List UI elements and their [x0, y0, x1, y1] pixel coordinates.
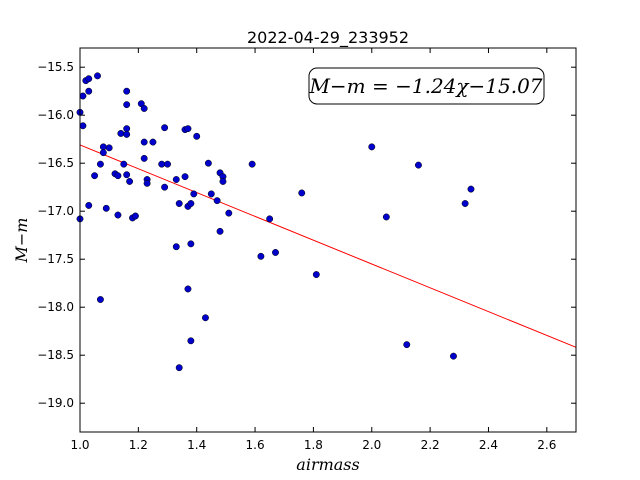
data-point [450, 352, 457, 360]
data-point [96, 160, 104, 168]
data-point [126, 177, 134, 185]
x-tick-label: 1.8 [304, 438, 323, 452]
x-tick-label: 2.2 [421, 438, 440, 452]
data-point [117, 129, 125, 137]
x-tick-label: 1.0 [70, 438, 89, 452]
data-point [164, 160, 171, 168]
data-point [79, 122, 87, 130]
y-tick-label: −16.0 [37, 108, 74, 122]
data-point [161, 124, 169, 132]
data-point [193, 132, 201, 140]
y-tick-label: −18.0 [37, 300, 74, 314]
y-tick-label: −17.5 [37, 252, 74, 266]
fit-line [79, 144, 577, 348]
data-point [414, 161, 422, 169]
x-tick-label: 2.0 [362, 438, 381, 452]
data-point [131, 212, 139, 220]
data-point [91, 172, 99, 180]
data-point [85, 87, 93, 95]
data-point [187, 240, 195, 248]
data-point [368, 143, 376, 151]
data-point [213, 197, 221, 205]
data-point [184, 125, 192, 133]
data-point [143, 179, 151, 187]
data-point [94, 72, 101, 80]
fit-equation-frame [308, 67, 545, 105]
data-point [225, 209, 233, 217]
data-point [99, 149, 107, 157]
data-point [120, 160, 128, 168]
data-point [175, 364, 183, 372]
y-tick-label: −15.5 [37, 60, 74, 74]
y-tick-label: −16.5 [37, 156, 74, 170]
data-point [102, 204, 110, 212]
fit-line-layer [79, 144, 577, 348]
x-tick-label: 1.2 [129, 438, 148, 452]
plot-frame [79, 47, 577, 433]
data-point [85, 75, 93, 83]
data-point [123, 171, 131, 179]
data-point [467, 185, 475, 193]
data-point [403, 341, 411, 349]
data-point [123, 130, 131, 138]
data-point [187, 200, 195, 207]
data-point [140, 154, 148, 162]
data-point [123, 101, 131, 109]
x-tick-label: 2.6 [537, 438, 556, 452]
data-point [123, 87, 131, 95]
data-point [248, 160, 256, 168]
fit-equation-box: M−m = −1.24χ−15.07 [308, 67, 545, 105]
data-point [79, 92, 87, 100]
data-point [149, 138, 157, 146]
x-tick-label: 2.4 [479, 438, 498, 452]
data-point [266, 215, 274, 223]
data-point [204, 159, 212, 167]
data-point [181, 173, 189, 181]
data-point [140, 105, 148, 112]
fit-equation-text: M−m = −1.24χ−15.07 [308, 74, 542, 98]
data-point [140, 138, 148, 146]
data-point [207, 190, 215, 198]
y-tick-label: −17.0 [37, 204, 74, 218]
chart-title: 2022-04-29_233952 [247, 28, 409, 48]
data-point [114, 211, 122, 219]
data-point [298, 189, 306, 197]
y-axis-ticks: −15.5 −16.0 −16.5 −17.0 −17.5 −18.0 −18.5 −19.0 [37, 60, 576, 410]
data-points-layer [76, 72, 475, 372]
data-point [272, 249, 279, 256]
x-axis-label: airmass [296, 455, 359, 474]
data-point [96, 296, 104, 303]
x-tick-label: 1.6 [246, 438, 265, 452]
data-point [312, 271, 320, 279]
data-point [172, 243, 180, 251]
data-point [114, 172, 122, 180]
data-point [219, 177, 227, 185]
data-point [216, 227, 224, 235]
data-point [161, 183, 169, 191]
y-axis-label: M−m [12, 218, 31, 264]
data-point [123, 125, 131, 133]
data-point [99, 143, 107, 151]
data-point [85, 201, 93, 209]
data-point [187, 337, 195, 345]
data-point [461, 200, 469, 207]
data-point [190, 190, 198, 198]
data-point [202, 314, 209, 322]
data-point [382, 213, 390, 221]
data-point [175, 200, 183, 207]
data-point [105, 144, 113, 152]
data-point [184, 285, 192, 293]
plot-area [80, 48, 576, 432]
x-tick-label: 1.4 [187, 438, 206, 452]
y-tick-label: −19.0 [37, 396, 74, 410]
x-axis-ticks: 1.0 1.2 1.4 1.6 1.8 2.0 2.2 2.4 2.6 [70, 48, 556, 452]
data-point [172, 176, 180, 183]
data-point [257, 252, 265, 260]
data-point [158, 160, 166, 168]
y-tick-label: −18.5 [37, 348, 74, 362]
